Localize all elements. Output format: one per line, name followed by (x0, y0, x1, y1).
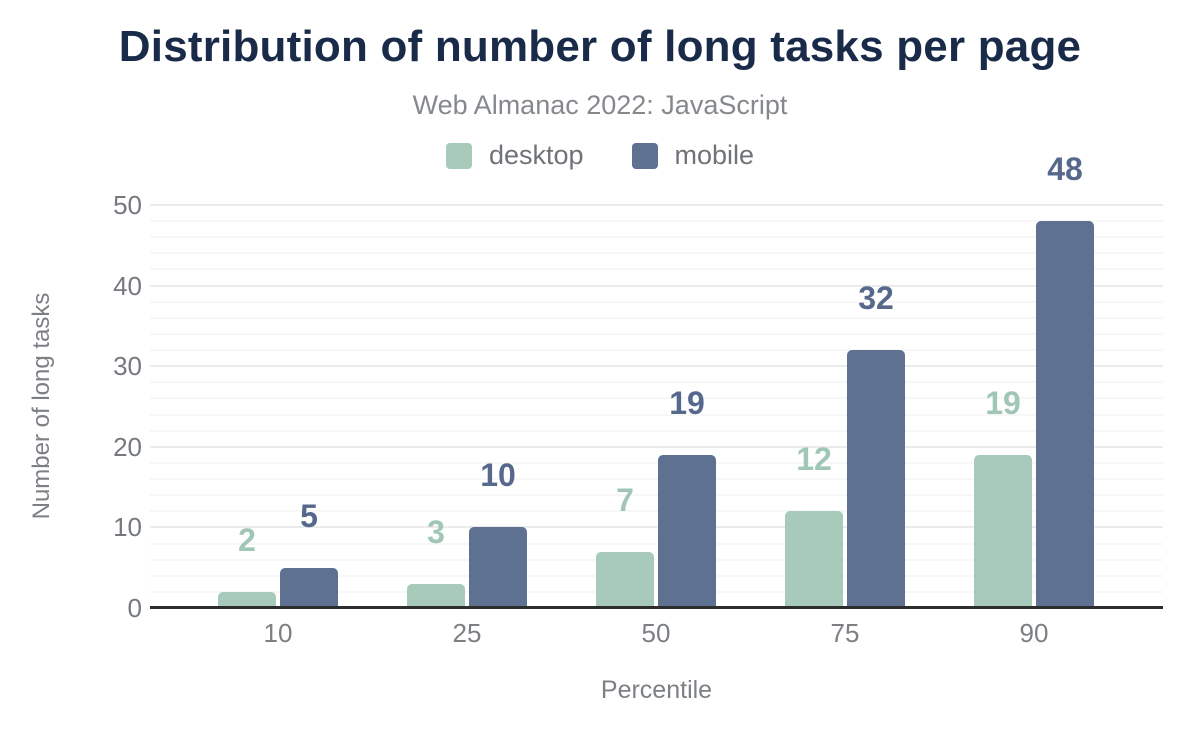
minor-gridline (150, 478, 1163, 481)
value-label-mobile-p90: 48 (1047, 151, 1083, 188)
minor-gridline (150, 429, 1163, 432)
plot-area: 2 3 7 12 19 5 10 19 32 48 (150, 153, 1163, 609)
value-label-desktop-p10: 2 (238, 521, 256, 558)
minor-gridline (150, 558, 1163, 561)
minor-gridline (150, 300, 1163, 303)
minor-gridline (150, 220, 1163, 223)
y-tick-30: 30 (113, 351, 142, 382)
minor-gridline (150, 542, 1163, 545)
bar-desktop-p75 (785, 511, 843, 608)
y-tick-0: 0 (127, 593, 142, 623)
bar-mobile-p10 (280, 567, 338, 608)
minor-gridline (150, 461, 1163, 464)
x-axis-title: Percentile (600, 676, 713, 704)
x-tick-50: 50 (641, 618, 671, 648)
x-tick-90: 90 (1019, 618, 1049, 648)
minor-gridline (150, 268, 1163, 271)
value-label-desktop-p75: 12 (796, 441, 832, 478)
minor-gridline (150, 494, 1163, 497)
value-label-mobile-p25: 10 (480, 457, 516, 494)
major-gridline (150, 204, 1163, 206)
legend-item-desktop: desktop (445, 140, 584, 171)
value-label-desktop-p90: 19 (985, 384, 1021, 421)
y-tick-50: 50 (113, 190, 142, 220)
legend: desktop mobile (0, 140, 1200, 171)
x-tick-25: 25 (452, 618, 482, 648)
chart-subtitle: Web Almanac 2022: JavaScript (412, 90, 788, 120)
legend-label-desktop: desktop (488, 140, 584, 170)
x-tick-75: 75 (830, 618, 860, 648)
bar-desktop-p50 (596, 551, 654, 608)
minor-gridline (150, 332, 1163, 335)
value-label-desktop-p25: 3 (427, 513, 445, 550)
minor-gridline (150, 510, 1163, 513)
major-gridline (150, 526, 1163, 529)
minor-gridline (150, 252, 1163, 255)
x-axis-line (150, 606, 1163, 609)
minor-gridline (150, 236, 1163, 239)
major-gridline (150, 445, 1163, 448)
minor-gridline (150, 316, 1163, 319)
bar-mobile-p90 (1036, 221, 1094, 608)
value-label-mobile-p50: 19 (669, 384, 705, 421)
minor-gridline (150, 574, 1163, 577)
legend-label-mobile: mobile (674, 140, 755, 170)
legend-swatch-desktop (445, 142, 472, 169)
value-label-mobile-p10: 5 (300, 497, 318, 534)
bar-mobile-p25 (469, 527, 527, 608)
bar-mobile-p75 (847, 350, 905, 608)
y-tick-20: 20 (113, 431, 142, 462)
value-label-desktop-p50: 7 (616, 481, 634, 518)
minor-gridline (150, 381, 1163, 384)
legend-swatch-mobile (631, 142, 658, 169)
y-tick-40: 40 (113, 270, 142, 301)
minor-gridline (150, 349, 1163, 352)
bar-mobile-p50 (658, 454, 716, 608)
bar-desktop-p10 (218, 591, 276, 608)
minor-gridline (150, 413, 1163, 416)
bar-desktop-p25 (407, 583, 465, 608)
bar-desktop-p90 (974, 454, 1032, 608)
major-gridline (150, 365, 1163, 368)
chart-title: Distribution of number of long tasks per… (118, 22, 1082, 71)
major-gridline (150, 284, 1163, 287)
minor-gridline (150, 397, 1163, 400)
minor-gridline (150, 590, 1163, 593)
y-tick-10: 10 (113, 512, 142, 543)
legend-item-mobile: mobile (631, 140, 755, 171)
value-label-mobile-p75: 32 (858, 280, 894, 317)
y-axis-ticks: 0 10 20 30 40 50 (0, 192, 142, 621)
x-tick-10: 10 (263, 618, 293, 648)
